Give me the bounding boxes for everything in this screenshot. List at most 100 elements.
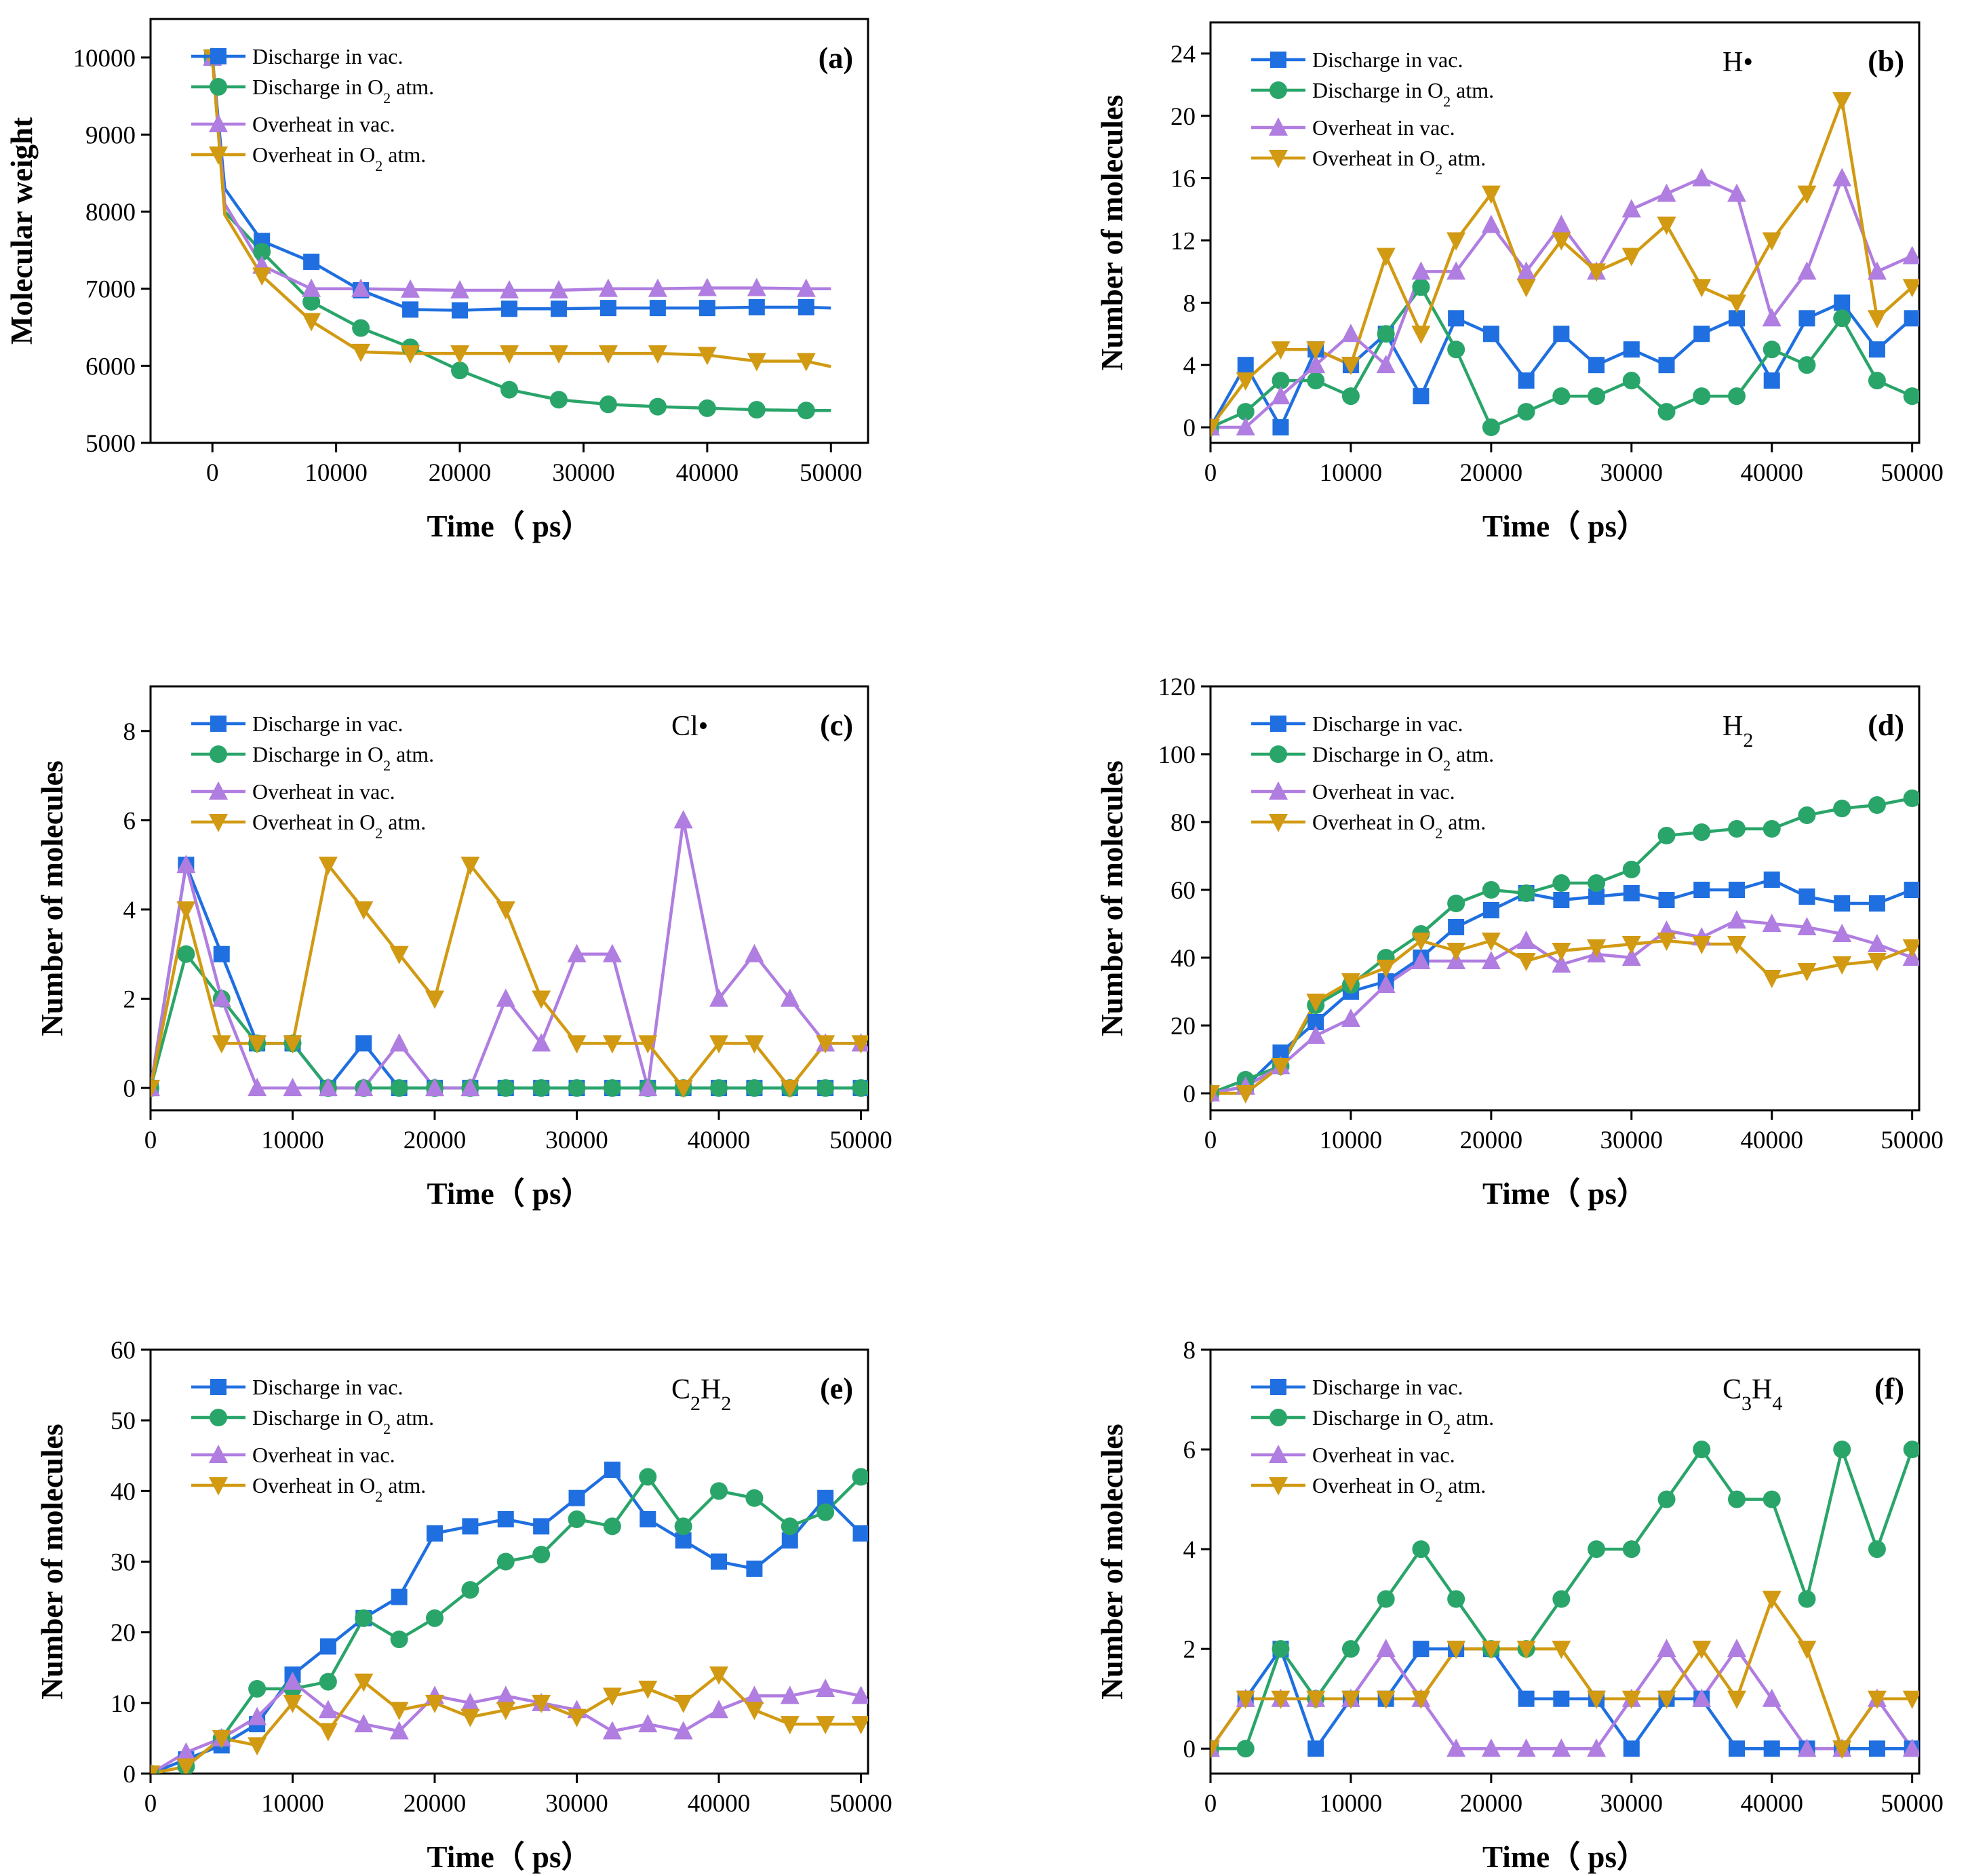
data-point-overheat_o2 [460,1708,480,1727]
data-point-overheat_vac [302,278,321,297]
data-point-discharge_o2 [253,243,271,261]
chart-panel-e: 0 10000 20000 30000 40000 50000 0 10 20 30 40 50 60 T… [35,1337,892,1874]
data-point-overheat_o2 [1306,1690,1326,1709]
data-point-discharge_vac [391,1588,408,1605]
data-point-overheat_o2 [745,1702,764,1721]
x-tick-label: 40000 [1740,1127,1803,1154]
data-point-overheat_o2 [1211,1740,1220,1759]
data-point-overheat_o2 [1867,310,1887,329]
data-point-discharge_vac [1693,882,1710,898]
legend: Discharge in vac. Discharge in O2 atm. Ove… [1251,711,1494,842]
series-line-discharge_o2 [151,952,861,1090]
data-point-discharge_o2 [797,402,815,420]
data-point-discharge_o2 [1588,874,1606,892]
data-point-overheat_vac [747,277,766,296]
data-point-discharge_vac [599,300,616,317]
data-point-overheat_o2 [176,1758,196,1774]
data-point-overheat_vac [780,1685,800,1704]
data-point-overheat_o2 [1411,1690,1431,1709]
data-point-discharge_vac [402,301,419,318]
data-point-overheat_o2 [1762,232,1782,251]
y-tick-label: 120 [1158,673,1196,701]
data-point-discharge_vac [1237,357,1254,374]
data-point-discharge_vac [501,300,517,317]
y-tick-label: 40 [1170,945,1196,973]
data-point-overheat_vac [496,1685,515,1704]
y-tick-label: 5000 [85,430,136,458]
data-point-overheat_o2 [283,1694,302,1713]
x-axis-title: Time（ ps） [427,509,592,543]
data-point-overheat_vac [745,1685,764,1704]
data-point-discharge_o2 [1798,356,1816,374]
legend-marker-overheat_vac [209,114,228,132]
species-label: H• [1723,47,1753,78]
legend-marker-overheat_vac [1269,117,1288,136]
legend-marker-overheat_o2 [1269,150,1288,168]
data-point-discharge_o2 [319,1673,337,1691]
data-point-overheat_o2 [1341,1690,1360,1709]
data-point-overheat_o2 [1832,956,1852,975]
data-point-discharge_o2 [1588,387,1606,406]
legend: Discharge in vac. Discharge in O2 atm. Ove… [191,44,434,174]
data-point-overheat_o2 [1587,263,1607,282]
x-tick-label: 10000 [261,1127,324,1154]
x-tick-label: 10000 [1320,1790,1383,1818]
legend-entry-overheat_o2: Overheat in O2 atm. [252,142,426,174]
data-point-discharge_o2 [1552,874,1571,892]
data-point-overheat_vac [816,1679,835,1697]
data-point-discharge_o2 [461,1581,479,1599]
data-point-overheat_o2 [1376,1690,1396,1709]
data-point-overheat_vac [1867,934,1887,952]
data-point-discharge_o2 [352,319,370,337]
data-point-overheat_vac [780,988,800,1007]
series-group [1211,92,1919,438]
data-point-discharge_o2 [1412,278,1430,296]
data-point-overheat_o2 [816,1716,835,1735]
data-point-discharge_o2 [1552,1590,1571,1608]
legend-marker-overheat_o2 [1269,1477,1288,1496]
data-point-discharge_o2 [1236,1740,1255,1758]
data-point-discharge_vac [1693,326,1710,343]
y-tick-label: 0 [123,1761,136,1789]
data-point-overheat_o2 [816,1035,835,1054]
data-point-overheat_o2 [697,347,717,366]
data-point-overheat_o2 [1481,933,1501,951]
data-point-overheat_vac [1621,947,1641,966]
legend: Discharge in vac. Discharge in O2 atm. Ove… [1251,1375,1494,1505]
legend-marker-discharge_o2 [1270,745,1287,763]
x-axis-title: Time（ ps） [1482,1177,1647,1211]
data-point-discharge_vac [1307,1740,1324,1757]
panel-label: (e) [820,1372,853,1405]
data-point-overheat_o2 [1867,1690,1887,1709]
data-point-discharge_o2 [1482,418,1500,437]
plot-frame [1209,21,1921,444]
data-point-overheat_vac [638,1714,658,1733]
data-point-overheat_o2 [1797,185,1817,204]
legend-marker-overheat_o2 [209,814,228,832]
data-point-discharge_o2 [1763,820,1781,838]
y-tick-label: 12 [1170,227,1196,255]
x-tick-label: 40000 [1740,459,1803,487]
data-point-overheat_vac [318,1700,338,1719]
species-label: H2 [1723,711,1753,751]
data-point-discharge_o2 [549,391,568,409]
data-point-discharge_o2 [747,401,766,419]
data-point-discharge_vac [462,1518,479,1535]
y-tick-label: 60 [1170,877,1196,905]
data-point-discharge_o2 [852,1468,868,1486]
y-tick-label: 40 [111,1478,136,1506]
data-point-overheat_o2 [1692,1641,1712,1660]
plot-frame [1209,1348,1921,1775]
data-point-discharge_o2 [1868,372,1886,390]
data-point-overheat_vac [283,1671,302,1690]
data-point-overheat_o2 [389,1702,409,1721]
y-tick-label: 0 [1183,1736,1196,1763]
y-tick-label: 4 [1183,352,1196,380]
data-point-overheat_vac [318,1078,338,1097]
data-point-overheat_o2 [151,1080,160,1099]
data-point-overheat_o2 [1341,357,1360,376]
legend-marker-discharge_vac [1270,716,1286,732]
data-point-discharge_o2 [177,945,195,963]
data-point-overheat_vac [1727,910,1746,929]
data-point-overheat_o2 [496,1702,515,1721]
